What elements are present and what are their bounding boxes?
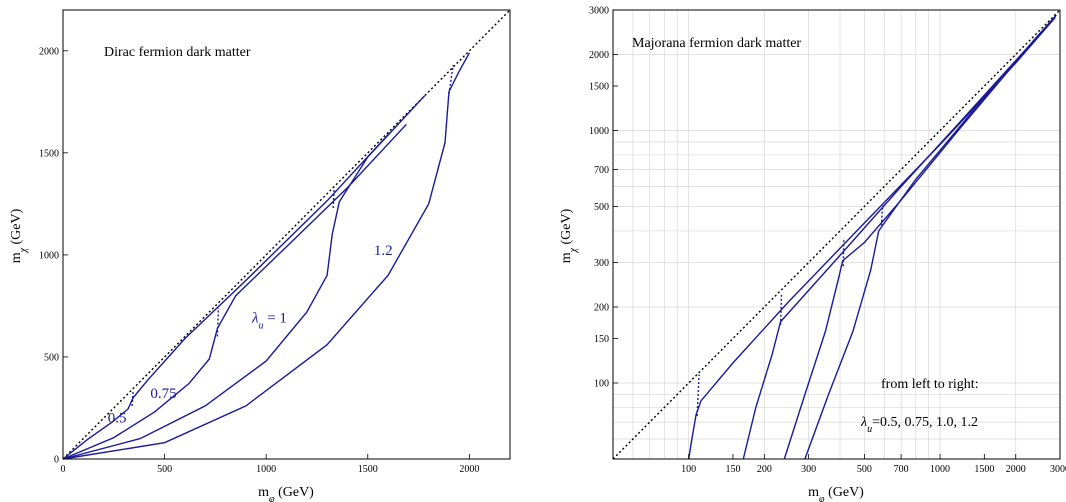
x-tick-label: 100 [681,464,696,475]
x-tick-label: 1500 [974,464,994,475]
x-tick-label: 500 [157,464,172,475]
curve-label: 0.5 [108,410,127,426]
y-tick-label: 100 [594,378,609,389]
y-tick-label: 1500 [39,148,59,159]
y-tick-label: 3000 [589,6,609,17]
x-tick-label: 200 [757,464,772,475]
right-x-axis-label: mφ (GeV) [808,485,864,502]
x-tick-label: 500 [857,464,872,475]
y-tick-label: 500 [594,202,609,213]
x-tick-label: 1000 [930,464,950,475]
series-line-1 [742,16,1056,460]
right-annotation: Majorana fermion dark matter [632,36,801,51]
series-line-0 [688,17,1056,460]
y-tick-label: 300 [594,258,609,269]
right-plot-frame [612,9,1061,460]
left-annotation: Dirac fermion dark matter [104,45,251,60]
x-tick-label: 3000 [1050,464,1066,475]
series-dashed-0 [696,374,700,417]
x-tick-label: 700 [894,464,909,475]
x-tick-label: 300 [801,464,816,475]
series-dashed-1 [216,307,220,337]
y-tick-label: 150 [594,334,609,345]
y-tick-label: 1000 [589,126,609,137]
series-line-3 [62,52,471,460]
right-legend-line-2: λu=0.5, 0.75, 1.0, 1.2 [860,415,978,435]
y-tick-label: 2000 [589,50,609,61]
x-tick-label: 2000 [1006,464,1026,475]
y-tick-label: 700 [594,165,609,176]
series-dashed-2 [332,187,335,209]
series-dashed-3 [880,204,884,226]
left-y-axis-label: mχ (GeV) [9,208,29,263]
x-tick-label: 0 [61,464,66,475]
series-dashed-2 [842,237,845,267]
x-tick-label: 1000 [256,464,276,475]
left-x-axis-label: mφ (GeV) [258,485,314,502]
series-line-1 [62,123,407,460]
x-tick-label: 2000 [459,464,479,475]
series-line-2 [62,95,426,460]
diagonal-line [612,9,1061,460]
series-line-0 [62,132,391,460]
y-tick-label: 200 [594,302,609,313]
curve-label: 0.75 [150,386,176,402]
series-line-2 [783,15,1057,460]
series-dashed-3 [448,65,454,94]
y-tick-label: 1500 [589,82,609,93]
curve-label: 1.2 [374,243,393,259]
x-tick-label: 150 [725,464,740,475]
dirac-chart: 0 500 1000 1500 2000 0 500 1000 1500 2000 Dirac f… [9,9,511,502]
y-tick-label: 0 [54,455,59,466]
x-tick-label: 1500 [358,464,378,475]
y-tick-label: 1000 [39,250,59,261]
diagonal-line [62,9,511,460]
right-y-axis-label: mχ (GeV) [559,208,579,263]
y-tick-label: 500 [44,352,59,363]
series-dashed-1 [779,294,783,325]
majorana-chart: 100 150 200 300 500 700 1000 1500 2000 3000 100 150… [559,6,1066,502]
series-line-3 [804,14,1057,460]
curve-label: λu = 1 [251,310,287,331]
left-plot-frame [62,9,511,460]
right-legend-line-1: from left to right: [881,377,979,392]
y-tick-label: 2000 [39,46,59,57]
